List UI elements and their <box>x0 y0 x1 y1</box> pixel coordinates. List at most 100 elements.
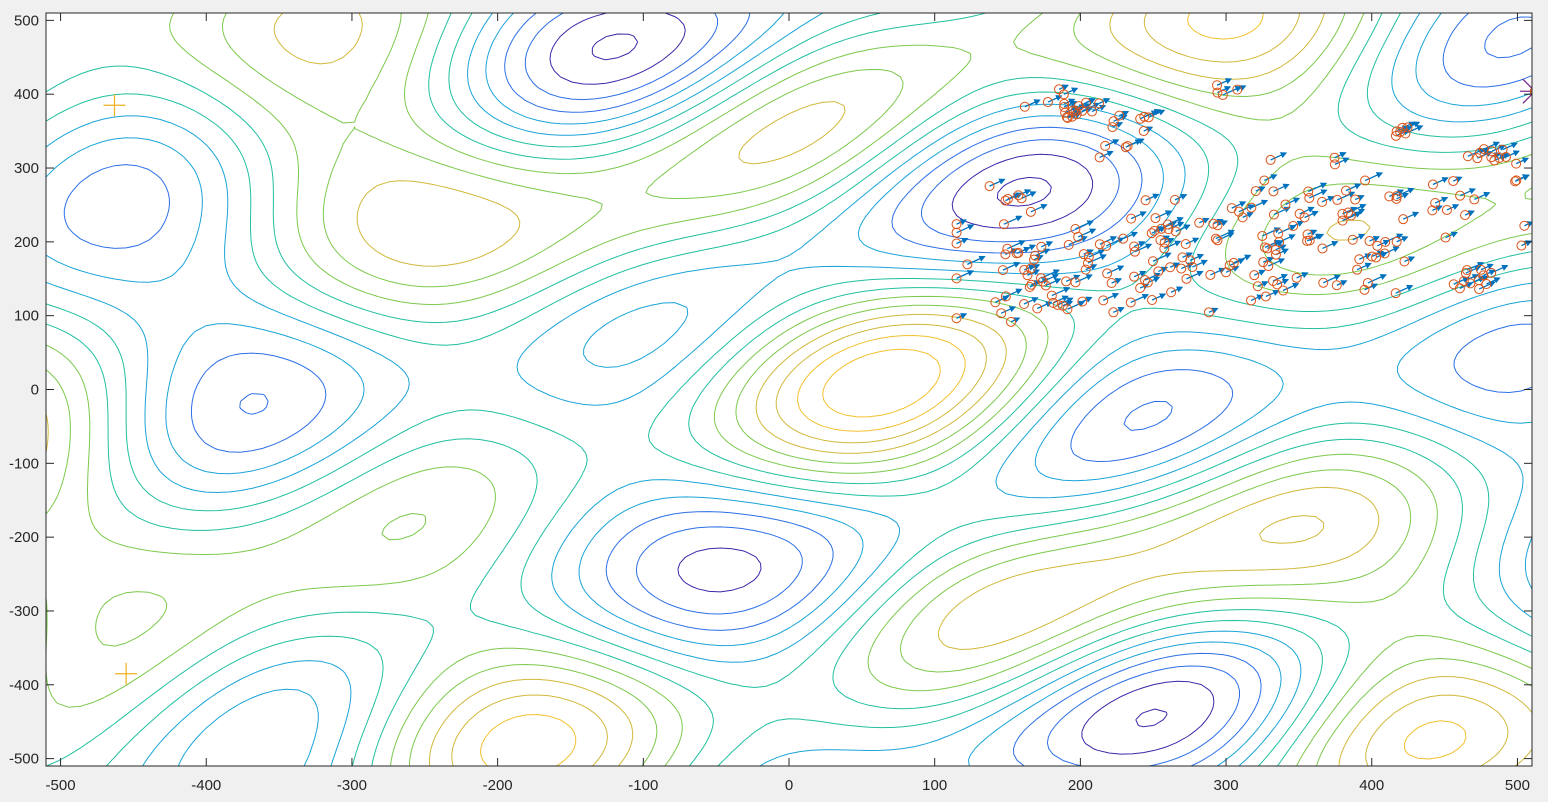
contour-level <box>46 13 1532 766</box>
velocity-vector <box>1336 280 1348 287</box>
particle-marker <box>1155 235 1166 246</box>
velocity-vector <box>1181 262 1194 270</box>
particle-marker <box>1080 264 1091 275</box>
particle-marker <box>1025 263 1036 274</box>
velocity-vector <box>1321 195 1335 203</box>
particle-marker <box>1299 212 1310 223</box>
particle-marker <box>1140 195 1151 206</box>
velocity-vector <box>1145 193 1160 201</box>
particle-marker <box>1101 240 1112 251</box>
particle-marker <box>990 297 1001 308</box>
particle-marker <box>1063 239 1074 250</box>
particle-marker <box>1272 279 1283 290</box>
particle-marker <box>1250 186 1261 197</box>
particle-marker <box>1060 107 1071 118</box>
velocity-vector <box>1483 141 1500 150</box>
velocity-vector <box>1104 139 1120 147</box>
optimum-plus-marker <box>115 662 138 685</box>
particle-marker <box>1212 220 1223 231</box>
particle-marker <box>1288 221 1299 232</box>
velocity-vector <box>1445 231 1458 239</box>
velocity-vector <box>1051 286 1071 297</box>
particle-marker <box>1212 87 1223 98</box>
velocity-vector <box>1277 224 1297 235</box>
particle-marker <box>1500 151 1511 162</box>
velocity-vector <box>1151 293 1167 301</box>
velocity-vector <box>1453 276 1470 285</box>
velocity-vector <box>1122 231 1139 240</box>
velocity-vector <box>1345 183 1362 192</box>
velocity-vector <box>1402 211 1420 220</box>
velocity-vector <box>1047 95 1063 103</box>
velocity-vector <box>1309 189 1328 199</box>
velocity-vector <box>1278 234 1296 243</box>
particle-marker <box>1462 151 1473 162</box>
velocity-vector <box>956 313 968 320</box>
particle-marker <box>1390 130 1401 141</box>
particle-marker <box>1002 243 1013 254</box>
particle-marker <box>1252 281 1263 292</box>
velocity-vector <box>1167 217 1184 226</box>
particle-marker <box>1268 209 1279 220</box>
velocity-vector <box>1198 217 1210 224</box>
contour-level <box>549 13 1215 755</box>
particle-marker <box>951 227 962 238</box>
particle-marker <box>1059 102 1070 113</box>
particle-marker <box>1317 196 1328 207</box>
particle-marker <box>1390 288 1401 299</box>
particle-marker <box>1006 316 1017 327</box>
particle-marker <box>1106 278 1117 289</box>
particle-markers <box>951 80 1530 327</box>
velocity-vector <box>1285 197 1301 206</box>
particle-marker <box>1391 193 1402 204</box>
particle-marker <box>997 265 1008 276</box>
particle-marker <box>1108 307 1119 318</box>
particle-marker <box>1150 213 1161 224</box>
particle-marker <box>1472 153 1483 164</box>
y-tick-label: 500 <box>14 12 39 29</box>
velocity-vector <box>1034 248 1051 257</box>
velocity-vector <box>1111 278 1123 284</box>
particle-marker <box>1380 236 1391 247</box>
particle-marker <box>1291 272 1302 283</box>
particle-marker <box>1062 112 1073 123</box>
particle-marker <box>1094 239 1105 250</box>
particle-marker <box>1077 296 1088 307</box>
particle-marker <box>1042 97 1053 108</box>
velocity-vector <box>1432 205 1443 212</box>
velocity-vector <box>1369 236 1380 242</box>
particle-marker <box>1263 261 1274 272</box>
particle-marker <box>1329 159 1340 170</box>
velocity-vector <box>1175 224 1191 233</box>
x-tick-label: 400 <box>1359 777 1384 794</box>
particle-marker <box>1402 122 1413 133</box>
particle-marker <box>1217 89 1228 100</box>
particle-marker <box>1511 175 1522 186</box>
particle-marker <box>1259 175 1270 186</box>
particle-marker <box>1118 233 1129 244</box>
velocity-vector <box>1215 229 1235 240</box>
velocity-vector <box>1296 272 1309 279</box>
particle-marker <box>1455 190 1466 201</box>
particle-marker <box>1048 297 1059 308</box>
particle-marker <box>1460 210 1471 221</box>
velocity-vector <box>1151 226 1167 234</box>
particle-marker <box>1159 243 1170 254</box>
y-tick-label: 0 <box>31 382 39 399</box>
particle-marker <box>1465 278 1476 289</box>
particle-marker <box>1427 205 1438 216</box>
velocity-vector <box>1337 191 1356 201</box>
y-tick-label: 300 <box>14 160 39 177</box>
particle-marker <box>1052 299 1063 310</box>
global-best-particle <box>1529 87 1532 96</box>
particle-marker <box>1278 285 1289 296</box>
contour-level <box>46 13 1532 766</box>
particle-marker <box>1379 248 1390 259</box>
velocity-vector <box>1299 206 1315 215</box>
particle-marker <box>1062 304 1073 315</box>
particle-marker <box>1126 213 1137 224</box>
particle-marker <box>1000 195 1011 206</box>
particle-marker <box>1246 295 1257 306</box>
